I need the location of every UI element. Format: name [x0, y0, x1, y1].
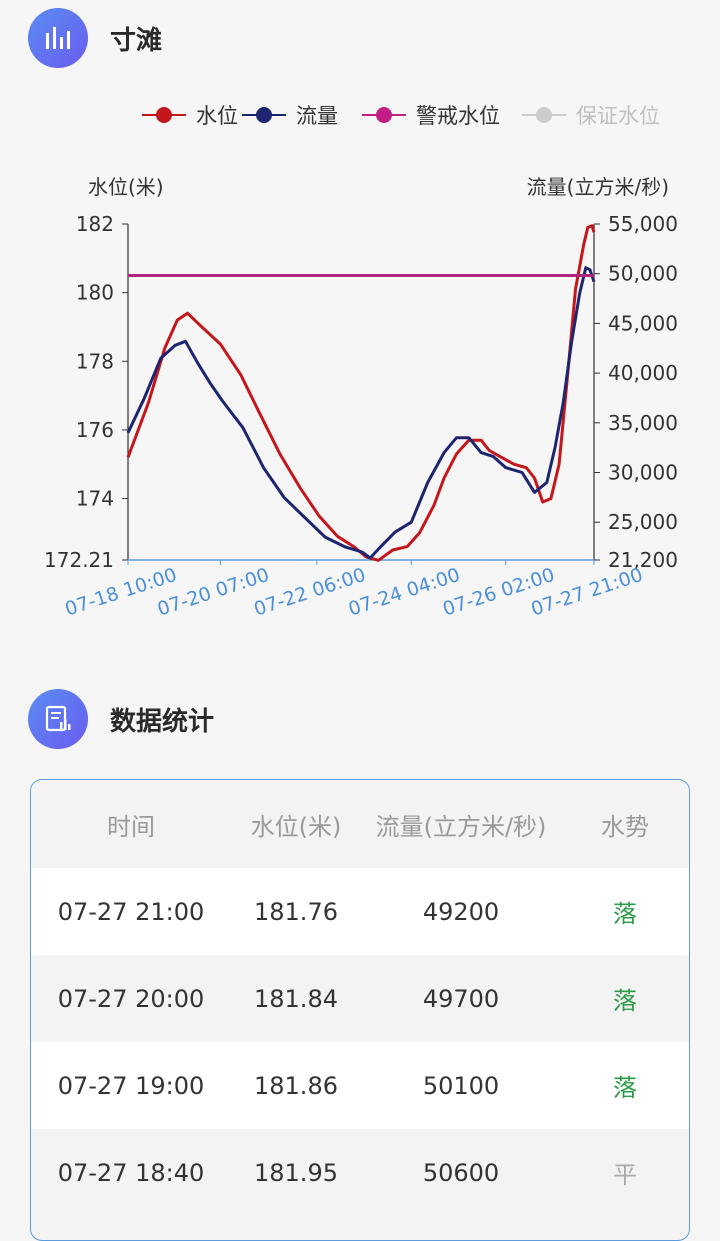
cell-time: 07-27 19:00 [57, 1071, 205, 1100]
table-header-row: 时间 水位(米) 流量(立方米/秒) 水势 [31, 780, 689, 868]
legend-label: 保证水位 [576, 104, 660, 128]
cell-trend: 平 [613, 1161, 637, 1189]
table-row[interactable]: 07-27 19:00 181.86 50100 落 [31, 1042, 689, 1129]
y-left-tick-label: 176 [76, 418, 114, 442]
flow-line [126, 266, 596, 560]
table-row[interactable]: 07-27 21:00 181.76 49200 落 [31, 868, 689, 955]
cell-level: 181.95 [254, 1158, 338, 1187]
bar-chart-icon [28, 8, 88, 68]
y-left-axis-title: 水位(米) [88, 175, 164, 199]
cell-trend: 落 [613, 987, 637, 1015]
cell-flow: 50100 [422, 1071, 500, 1100]
y-left-tick-label: 178 [76, 349, 114, 373]
cell-level: 181.84 [254, 984, 338, 1013]
y-right-tick-label: 25,000 [608, 510, 678, 534]
y-right-tick-label: 21,200 [608, 548, 678, 572]
legend-label: 警戒水位 [416, 104, 500, 128]
y-left-tick-label: 182 [76, 212, 114, 236]
cell-flow: 49700 [422, 984, 500, 1013]
station-header: 寸滩 [28, 8, 162, 68]
cell-time: 07-27 20:00 [57, 984, 205, 1013]
legend-marker [256, 107, 272, 123]
stats-table: 时间 水位(米) 流量(立方米/秒) 水势 07-27 21:00 181.76… [30, 779, 690, 1241]
y-right-tick-label: 50,000 [608, 262, 678, 286]
y-left-tick-label: 180 [76, 281, 114, 305]
y-left-tick-label: 172.21 [44, 548, 114, 572]
header-flow: 流量(立方米/秒) [375, 812, 547, 841]
y-right-tick-label: 40,000 [608, 361, 678, 385]
legend-marker [156, 107, 172, 123]
y-right-axis-title: 流量(立方米/秒) [527, 175, 669, 199]
y-right-tick-label: 35,000 [608, 411, 678, 435]
cell-time: 07-27 18:40 [57, 1158, 205, 1187]
y-right-tick-label: 30,000 [608, 461, 678, 485]
header-time: 时间 [107, 812, 155, 841]
table-row[interactable]: 07-27 20:00 181.84 49700 落 [31, 955, 689, 1042]
header-trend: 水势 [601, 812, 649, 841]
y-right-tick-label: 45,000 [608, 311, 678, 335]
header-level: 水位(米) [250, 812, 342, 841]
station-title: 寸滩 [110, 25, 163, 56]
cell-time: 07-27 21:00 [57, 897, 205, 926]
stats-title: 数据统计 [110, 706, 215, 737]
legend-marker [536, 107, 552, 123]
y-left-tick-label: 174 [76, 487, 114, 511]
y-right-tick-label: 55,000 [608, 212, 678, 236]
legend-label: 流量 [296, 104, 338, 128]
water-level-line [126, 224, 596, 562]
cell-level: 181.86 [254, 1071, 338, 1100]
stats-header: 数据统计 [28, 689, 214, 749]
cell-flow: 50600 [422, 1158, 500, 1187]
cell-level: 181.76 [254, 897, 338, 926]
cell-trend: 落 [613, 1074, 637, 1102]
cell-trend: 落 [613, 900, 637, 928]
report-icon [28, 689, 88, 749]
table-row[interactable]: 07-27 18:40 181.95 50600 平 [31, 1129, 689, 1216]
legend-label: 水位 [196, 104, 238, 128]
cell-flow: 49200 [422, 897, 500, 926]
legend-marker [376, 107, 392, 123]
